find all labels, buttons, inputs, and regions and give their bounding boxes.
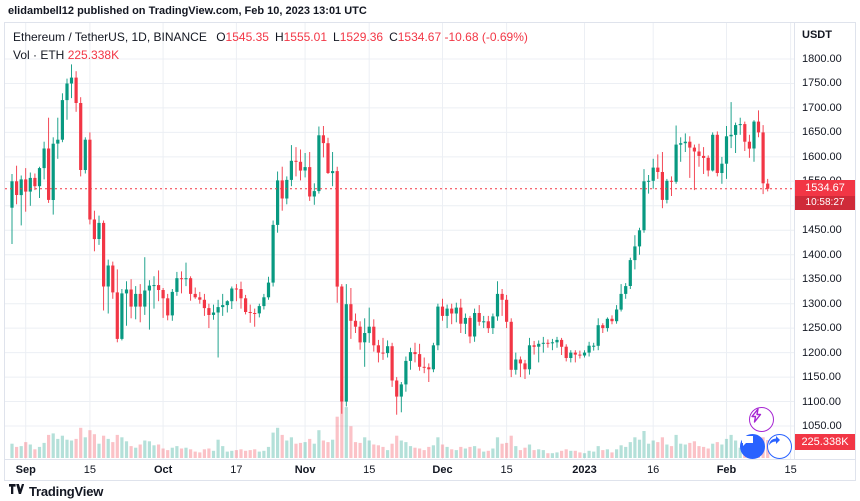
publish-info-text: elidambell12 published on TradingView.co… <box>8 5 367 17</box>
footer-bar: TradingView <box>0 481 860 501</box>
price-tick-label: 1800.00 <box>802 53 842 65</box>
ohlc-label: L <box>333 30 340 44</box>
currency-label: USDT <box>802 29 832 41</box>
time-tick-label: 15 <box>500 464 513 476</box>
time-tick-label: Nov <box>294 464 316 476</box>
ohlc-label: H <box>274 30 284 44</box>
time-axis[interactable]: Sep 15 Oct 17 Nov 15 Dec 15 2023 16 Feb 15 <box>5 459 855 480</box>
price-tick-label: 1200.00 <box>802 346 842 359</box>
ohlc-values: O1545.35 H1555.01 L1529.36 C1534.67 <box>210 30 441 44</box>
price-axis[interactable]: USDT 1800.00 1750.00 1700.00 1650.00 1600.00… <box>794 23 855 459</box>
ohlc-value: 1534.67 <box>397 30 442 44</box>
price-tick-label: 1100.00 <box>802 395 841 408</box>
price-tick-label: 1350.00 <box>802 273 842 286</box>
time-tick-label: Oct <box>153 464 173 476</box>
candlestick-series[interactable] <box>5 23 794 459</box>
ohlc-value: 1529.36 <box>339 30 384 44</box>
time-tick-label: 15 <box>83 464 96 476</box>
bar-countdown: 10:58:27 <box>795 195 855 210</box>
share-button[interactable] <box>767 434 792 459</box>
last-price-tag: 1534.67 10:58:27 <box>795 179 855 210</box>
chart-plot[interactable]: Ethereum / TetherUS, 1D, BINANCE O1545.3… <box>5 23 794 459</box>
last-price-value: 1534.67 <box>795 179 855 196</box>
time-tick-label: Sep <box>15 464 36 476</box>
price-tick-label: 1600.00 <box>802 150 842 163</box>
price-tick-label: 1650.00 <box>802 126 842 139</box>
price-tick-label: 1050.00 <box>802 420 842 432</box>
price-tick-label: 1450.00 <box>802 224 842 237</box>
brand-name[interactable]: TradingView <box>29 483 104 499</box>
change-value: -10.68 (-0.69%) <box>444 30 528 44</box>
volume-axis-tag: 225.338K <box>795 434 855 450</box>
ohlc-label: C <box>389 30 398 44</box>
time-tick-label: 15 <box>363 464 376 476</box>
price-tick-label: 1750.00 <box>802 77 842 90</box>
symbol-title[interactable]: Ethereum / TetherUS, 1D, BINANCE <box>13 30 207 44</box>
price-tick-label: 1150.00 <box>802 371 841 384</box>
ohlc-value: 1545.35 <box>225 30 269 44</box>
time-tick-label: Feb <box>716 464 737 476</box>
publish-info-bar: elidambell12 published on TradingView.co… <box>0 0 860 22</box>
price-tick-label: 1250.00 <box>802 322 842 335</box>
volume-value: 225.338K <box>67 48 120 62</box>
tradingview-logo[interactable] <box>8 482 25 500</box>
price-tick-label: 1300.00 <box>802 297 842 310</box>
ohlc-label: O <box>216 30 226 44</box>
ohlc-value: 1555.01 <box>283 30 327 44</box>
time-tick-label: 16 <box>647 464 660 476</box>
time-tick-label: 17 <box>230 464 243 476</box>
chart-card: Ethereum / TetherUS, 1D, BINANCE O1545.3… <box>4 22 856 481</box>
volume-indicator-label[interactable]: Vol · ETH <box>13 48 65 62</box>
price-tick-label: 1400.00 <box>802 248 842 261</box>
time-tick-label: Dec <box>432 464 453 476</box>
time-tick-label: 2023 <box>572 464 597 476</box>
time-tick-label: 15 <box>784 464 797 476</box>
comment-button[interactable] <box>740 434 765 459</box>
chart-legend: Ethereum / TetherUS, 1D, BINANCE O1545.3… <box>13 29 528 63</box>
price-tick-label: 1700.00 <box>802 101 842 114</box>
boost-button[interactable] <box>749 407 774 432</box>
